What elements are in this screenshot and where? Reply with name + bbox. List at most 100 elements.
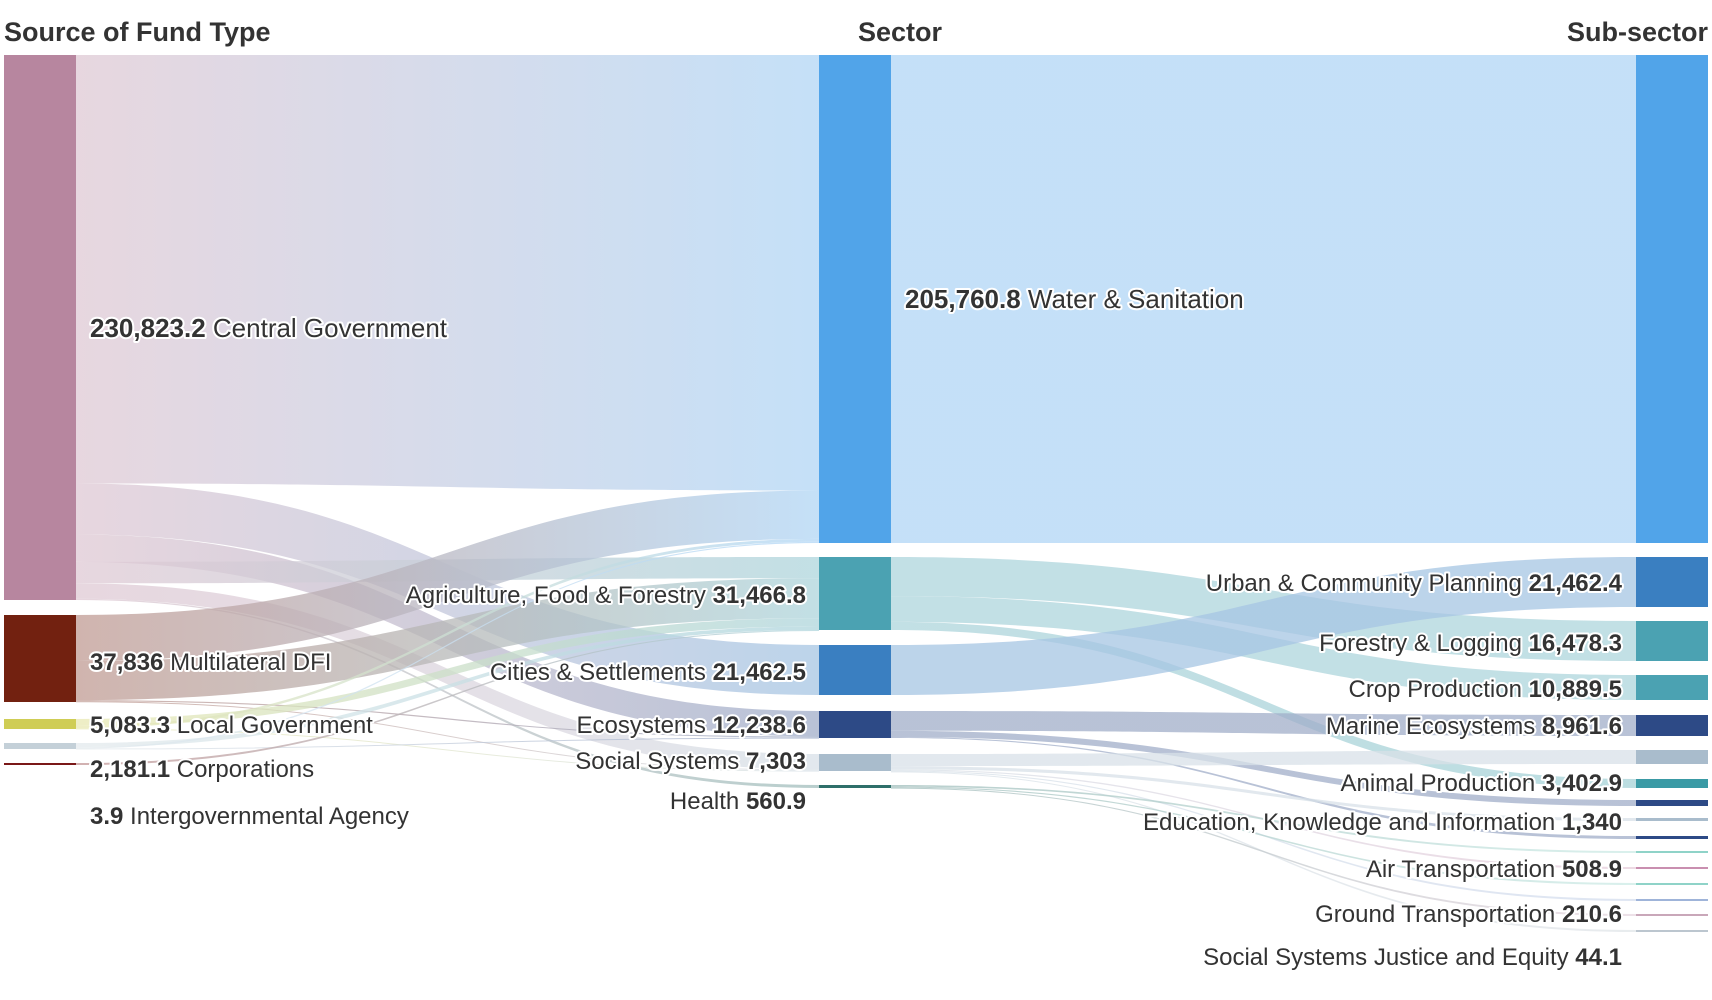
link-ws-to-sws[interactable] <box>891 55 1636 543</box>
label-name-gt: Ground Transportation <box>1315 901 1562 928</box>
column-header-subsector: Sub-sector <box>1567 17 1709 47</box>
label-name-ssje: Social Systems Justice and Equity <box>1203 944 1575 971</box>
label-value-eki: 1,340 <box>1562 809 1622 836</box>
link-ss-to-ssx[interactable] <box>891 750 1636 767</box>
link-eco-to-eco2[interactable] <box>891 730 1636 806</box>
node-iga[interactable] <box>4 763 76 765</box>
label-name-aff: Agriculture, Food & Forestry <box>406 582 713 609</box>
link-eco-to-me[interactable] <box>891 711 1636 736</box>
node-gt[interactable] <box>1636 899 1708 901</box>
label-ws: 205,760.8 Water & Sanitation <box>905 284 1244 314</box>
node-ssje[interactable] <box>1636 930 1708 932</box>
node-eki[interactable] <box>1636 818 1708 821</box>
label-gt: Ground Transportation 210.6 <box>1315 901 1622 928</box>
label-value-fl: 16,478.3 <box>1529 630 1622 657</box>
column-header-sector: Sector <box>858 17 943 47</box>
node-hl[interactable] <box>819 785 891 788</box>
node-cg[interactable] <box>4 55 76 600</box>
label-corp: 2,181.1 Corporations <box>90 756 314 783</box>
node-ucp[interactable] <box>1636 557 1708 607</box>
link-iga-to-aff[interactable] <box>76 629 819 765</box>
label-cp: Crop Production 10,889.5 <box>1348 676 1622 703</box>
node-s11[interactable] <box>1636 851 1708 853</box>
link-corp-to-aff[interactable] <box>76 626 819 748</box>
label-value-corp: 2,181.1 <box>90 756 170 783</box>
node-cs[interactable] <box>819 645 891 695</box>
label-mdfi: 37,836 Multilateral DFI <box>90 649 331 676</box>
nodes-layer <box>4 55 1708 932</box>
node-mdfi[interactable] <box>4 615 76 702</box>
label-name-eco: Ecosystems <box>577 712 713 739</box>
node-s13[interactable] <box>1636 883 1708 885</box>
label-name-iga: Intergovernmental Agency <box>123 803 409 830</box>
link-lg-to-aff[interactable] <box>76 618 819 726</box>
link-mdfi-to-aff[interactable] <box>76 578 819 701</box>
label-value-mdfi: 37,836 <box>90 649 163 676</box>
link-cg-to-ss[interactable] <box>76 583 819 770</box>
label-me: Marine Ecosystems 8,961.6 <box>1326 713 1622 740</box>
label-value-aff: 31,466.8 <box>713 582 806 609</box>
column-header-source: Source of Fund Type <box>4 17 271 47</box>
link-hl-to-s11[interactable] <box>891 785 1636 853</box>
label-iga: 3.9 Intergovernmental Agency <box>90 803 409 830</box>
label-name-ws: Water & Sanitation <box>1021 284 1244 314</box>
link-cs-to-ucp[interactable] <box>891 557 1636 695</box>
link-cg-to-hl[interactable] <box>76 598 819 788</box>
link-mdfi-to-ss[interactable] <box>76 701 819 771</box>
node-fl[interactable] <box>1636 621 1708 661</box>
node-eco[interactable] <box>819 711 891 738</box>
label-value-ss: 7,303 <box>746 748 806 775</box>
link-lg-to-ws[interactable] <box>76 538 819 729</box>
label-ss: Social Systems 7,303 <box>575 748 806 775</box>
node-s15[interactable] <box>1636 914 1708 916</box>
link-hl-to-s13[interactable] <box>891 786 1636 885</box>
node-ap[interactable] <box>1636 779 1708 788</box>
label-name-me: Marine Ecosystems <box>1326 713 1542 740</box>
link-aff-to-ap[interactable] <box>891 621 1636 788</box>
label-value-ssje: 44.1 <box>1575 944 1622 971</box>
node-lg[interactable] <box>4 719 76 729</box>
label-value-ucp: 21,462.4 <box>1529 570 1623 597</box>
label-eki: Education, Knowledge and Information 1,3… <box>1143 809 1622 836</box>
node-cp[interactable] <box>1636 675 1708 700</box>
label-eco: Ecosystems 12,238.6 <box>577 712 806 739</box>
label-value-ws: 205,760.8 <box>905 284 1021 314</box>
node-ws[interactable] <box>819 55 891 543</box>
label-name-cs: Cities & Settlements <box>490 659 713 686</box>
node-sws[interactable] <box>1636 55 1708 543</box>
label-name-eki: Education, Knowledge and Information <box>1143 809 1562 836</box>
label-value-cg: 230,823.2 <box>90 313 206 343</box>
link-corp-to-ws[interactable] <box>76 541 819 749</box>
label-lg: 5,083.3 Local Government <box>90 712 373 739</box>
label-name-at: Air Transportation <box>1366 856 1562 883</box>
label-ssje: Social Systems Justice and Equity 44.1 <box>1203 944 1622 971</box>
label-name-ap: Animal Production <box>1340 770 1541 797</box>
node-aff[interactable] <box>819 557 891 630</box>
label-cg: 230,823.2 Central Government <box>90 313 448 343</box>
node-corp[interactable] <box>4 743 76 749</box>
label-value-at: 508.9 <box>1562 856 1622 883</box>
link-ss-to-eki[interactable] <box>891 766 1636 821</box>
label-value-hl: 560.9 <box>746 788 806 815</box>
node-me[interactable] <box>1636 715 1708 736</box>
label-value-cs: 21,462.5 <box>713 659 806 686</box>
label-value-eco: 12,238.6 <box>713 712 806 739</box>
link-lg-to-ss[interactable] <box>76 728 819 772</box>
label-value-gt: 210.6 <box>1562 901 1622 928</box>
node-s10[interactable] <box>1636 836 1708 839</box>
label-name-corp: Corporations <box>170 756 314 783</box>
label-value-cp: 10,889.5 <box>1529 676 1622 703</box>
node-at[interactable] <box>1636 867 1708 869</box>
link-mdfi-to-eco[interactable] <box>76 700 819 738</box>
label-name-fl: Forestry & Logging <box>1319 630 1528 657</box>
link-mdfi-to-ws[interactable] <box>76 490 819 662</box>
link-cg-to-ws[interactable] <box>76 55 819 491</box>
node-eco2[interactable] <box>1636 800 1708 806</box>
link-corp-to-eco[interactable] <box>76 737 819 750</box>
node-ssx[interactable] <box>1636 750 1708 764</box>
label-value-iga: 3.9 <box>90 803 123 830</box>
link-hl-to-s15[interactable] <box>891 787 1636 916</box>
link-eco-to-s10[interactable] <box>891 736 1636 839</box>
label-at: Air Transportation 508.9 <box>1366 856 1622 883</box>
node-ss[interactable] <box>819 754 891 771</box>
